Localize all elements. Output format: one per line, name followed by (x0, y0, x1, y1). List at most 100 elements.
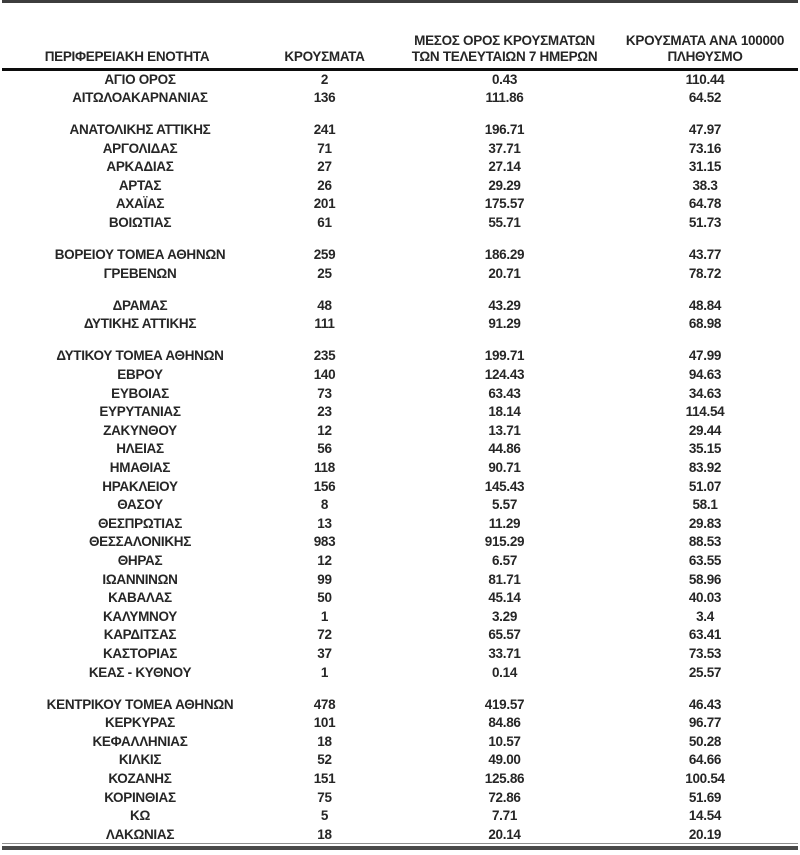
region-cell: ΚΑΣΤΟΡΙΑΣ (102, 645, 177, 661)
table-row: ΚΩ 5 7.71 14.54 (2, 806, 798, 825)
avg7-cell: 81.71 (488, 571, 521, 587)
cases-cell: 118 (314, 459, 335, 475)
cases-cell: 25 (317, 265, 332, 281)
per100k-cell: 68.98 (688, 316, 722, 332)
per100k-cell: 78.72 (688, 265, 722, 281)
avg7-cell: 0.43 (491, 72, 518, 88)
avg7-cell: 55.71 (488, 214, 521, 230)
table-row: ΚΕΡΚΥΡΑΣ 101 84.86 96.77 (2, 713, 798, 732)
per100k-cell: 88.53 (688, 534, 722, 550)
table-row: ΖΑΚΥΝΘΟΥ 12 13.71 29.44 (2, 421, 798, 440)
avg7-cell: 125.86 (484, 770, 525, 786)
region-cell: ΚΕΡΚΥΡΑΣ (105, 715, 175, 731)
avg7-cell: 6.57 (491, 552, 518, 568)
table-row: ΑΡΤΑΣ 26 29.29 38.3 (2, 176, 798, 195)
region-cell: ΘΕΣΣΑΛΟΝΙΚΗΣ (88, 534, 192, 550)
group-spacer-row (2, 232, 798, 246)
column-header-line: ΚΡΟΥΣΜΑΤΑ (284, 49, 365, 64)
table-header: ΠΕΡΙΦΕΡΕΙΑΚΗ ΕΝΟΤΗΤΑ ΚΡΟΥΣΜΑΤΑ ΜΕΣΟΣ ΟΡΟΣ … (2, 3, 798, 71)
table-row: ΘΑΣΟΥ 8 5.57 58.1 (2, 495, 798, 514)
table-row: ΔΥΤΙΚΗΣ ΑΤΤΙΚΗΣ 111 91.29 68.98 (2, 315, 798, 334)
table-row: ΒΟΡΕΙΟΥ ΤΟΜΕΑ ΑΘΗΝΩΝ 259 186.29 43.77 (2, 245, 798, 264)
cases-cell: 983 (313, 534, 336, 550)
cases-cell: 2 (320, 72, 329, 88)
column-header-per100k: ΚΡΟΥΣΜΑΤΑ ΑΝΑ 100000 ΠΛΗΘΥΣΜΟ (612, 3, 798, 71)
cases-cell: 140 (313, 367, 336, 383)
avg7-cell: 11.29 (488, 515, 521, 531)
region-cell: ΚΙΛΚΙΣ (118, 752, 162, 768)
per100k-cell: 38.3 (692, 177, 718, 193)
group-spacer-row (2, 333, 798, 347)
table-row: ΙΩΑΝΝΙΝΩΝ 99 81.71 58.96 (2, 570, 798, 589)
avg7-cell: 13.71 (488, 422, 521, 438)
per100k-cell: 20.19 (688, 826, 722, 842)
region-cell: ΘΑΣΟΥ (117, 497, 163, 513)
per100k-cell: 47.99 (688, 348, 722, 364)
per100k-cell: 73.16 (688, 140, 722, 156)
cases-cell: 71 (317, 140, 332, 156)
table-row: ΑΡΓΟΛΙΔΑΣ 71 37.71 73.16 (2, 139, 798, 158)
table-body: ΑΓΙΟ ΟΡΟΣ 2 0.43 110.44 ΑΙΤΩΛΟΑΚΑΡΝΑΝΙΑΣ 136 1… (2, 70, 798, 844)
region-cell: ΚΟΡΙΝΘΙΑΣ (104, 789, 176, 805)
per100k-cell: 25.57 (688, 664, 722, 680)
per100k-cell: 3.4 (696, 608, 714, 624)
table-row: ΚΑΡΔΙΤΣΑΣ 72 65.57 63.41 (2, 626, 798, 645)
region-cell: ΙΩΑΝΝΙΝΩΝ (102, 571, 178, 587)
avg7-cell: 111.86 (485, 89, 524, 105)
region-cell: ΗΡΑΚΛΕΙΟΥ (102, 478, 178, 494)
region-cell: ΛΑΚΩΝΙΑΣ (105, 826, 175, 842)
column-header-line: ΤΩΝ ΤΕΛΕΥΤΑΙΩΝ 7 ΗΜΕΡΩΝ (411, 49, 598, 64)
table-row: ΕΒΡΟΥ 140 124.43 94.63 (2, 365, 798, 384)
cases-cell: 111 (314, 316, 335, 332)
per100k-cell: 43.77 (688, 247, 722, 263)
avg7-cell: 199.71 (484, 348, 525, 364)
cases-cell: 136 (313, 89, 336, 105)
region-cell: ΒΟΙΩΤΙΑΣ (108, 214, 172, 230)
region-cell: ΒΟΡΕΙΟΥ ΤΟΜΕΑ ΑΘΗΝΩΝ (54, 247, 226, 263)
per100k-cell: 58.96 (688, 571, 722, 587)
cases-cell: 18 (317, 733, 332, 749)
avg7-cell: 196.71 (484, 121, 525, 137)
cases-cell: 201 (313, 196, 336, 212)
cases-cell: 8 (320, 497, 329, 513)
table-row: ΚΑΛΥΜΝΟΥ 1 3.29 3.4 (2, 607, 798, 626)
per100k-cell: 40.03 (688, 590, 722, 606)
table-row: ΕΥΡΥΤΑΝΙΑΣ 23 18.14 114.54 (2, 402, 798, 421)
cases-cell: 13 (317, 515, 332, 531)
table-row: ΛΑΚΩΝΙΑΣ 18 20.14 20.19 (2, 825, 798, 844)
column-header-avg7: ΜΕΣΟΣ ΟΡΟΣ ΚΡΟΥΣΜΑΤΩΝ ΤΩΝ ΤΕΛΕΥΤΑΙΩΝ 7 ΗΜ… (397, 3, 612, 71)
region-cell: ΖΑΚΥΝΘΟΥ (103, 422, 177, 438)
avg7-cell: 72.86 (488, 789, 521, 805)
per100k-cell: 110.44 (685, 72, 725, 88)
region-cell: ΑΧΑΪΑΣ (115, 196, 165, 212)
avg7-cell: 20.14 (488, 826, 521, 842)
avg7-cell: 45.14 (488, 590, 521, 606)
cases-cell: 37 (317, 645, 332, 661)
region-cell: ΔΡΑΜΑΣ (112, 297, 168, 313)
cases-cell: 73 (317, 385, 332, 401)
table-row: ΑΓΙΟ ΟΡΟΣ 2 0.43 110.44 (2, 70, 798, 89)
cases-cell: 48 (317, 297, 332, 313)
column-header-cases: ΚΡΟΥΣΜΑΤΑ (252, 3, 397, 71)
per100k-cell: 47.97 (688, 121, 722, 137)
region-cell: ΚΕΦΑΛΛΗΝΙΑΣ (92, 733, 188, 749)
table-row: ΔΥΤΙΚΟΥ ΤΟΜΕΑ ΑΘΗΝΩΝ 235 199.71 47.99 (2, 347, 798, 366)
avg7-cell: 3.29 (491, 608, 518, 624)
cases-cell: 151 (313, 770, 336, 786)
table-row: ΚΕΦΑΛΛΗΝΙΑΣ 18 10.57 50.28 (2, 732, 798, 751)
region-cell: ΑΡΤΑΣ (118, 177, 162, 193)
column-header-line: ΠΛΗΘΥΣΜΟ (667, 49, 743, 64)
region-cell: ΘΕΣΠΡΩΤΙΑΣ (97, 515, 183, 531)
per100k-cell: 100.54 (685, 770, 725, 786)
table-row: ΚΕΑΣ - ΚΥΘΝΟΥ 1 0.14 25.57 (2, 663, 798, 682)
per100k-cell: 64.52 (688, 89, 722, 105)
region-cell: ΑΡΚΑΔΙΑΣ (106, 159, 174, 175)
table-row: ΕΥΒΟΙΑΣ 73 63.43 34.63 (2, 384, 798, 403)
per100k-cell: 73.53 (688, 645, 722, 661)
avg7-cell: 33.71 (488, 645, 521, 661)
cases-cell: 1 (320, 608, 329, 624)
per100k-cell: 96.77 (688, 715, 722, 731)
region-cell: ΑΝΑΤΟΛΙΚΗΣ ΑΤΤΙΚΗΣ (69, 121, 211, 137)
avg7-cell: 37.71 (488, 140, 521, 156)
